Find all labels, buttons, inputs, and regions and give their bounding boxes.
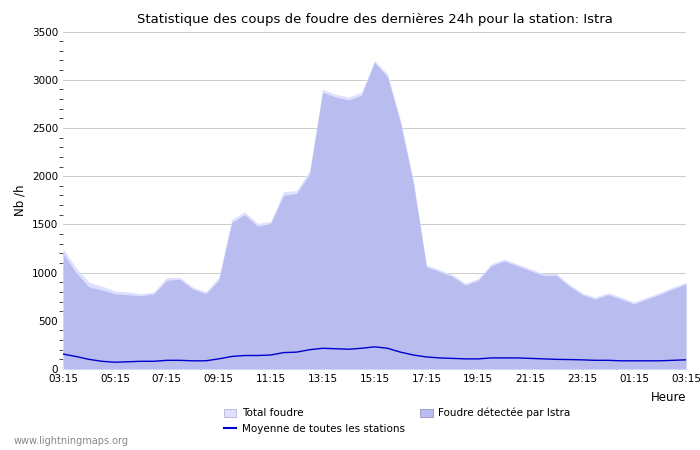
Text: Heure: Heure [650, 391, 686, 404]
Legend: Total foudre, Moyenne de toutes les stations, Foudre détectée par Istra: Total foudre, Moyenne de toutes les stat… [224, 408, 570, 434]
Title: Statistique des coups de foudre des dernières 24h pour la station: Istra: Statistique des coups de foudre des dern… [136, 13, 612, 26]
Text: www.lightningmaps.org: www.lightningmaps.org [14, 436, 129, 446]
Y-axis label: Nb /h: Nb /h [13, 184, 27, 216]
